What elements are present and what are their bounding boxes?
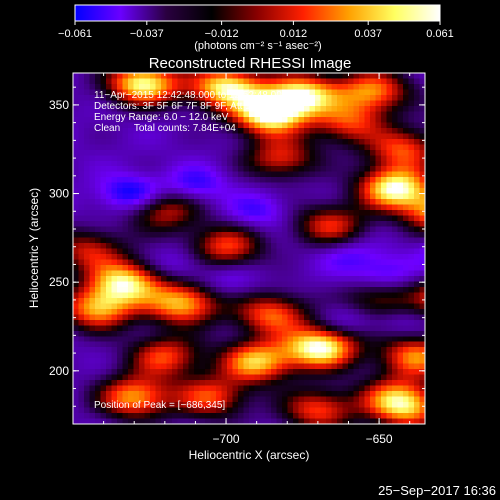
colorbar-tick-label: −0.037 [130, 28, 164, 40]
chart-title: Reconstructed RHESSI Image [149, 55, 352, 72]
annotation-time-range: 11−Apr−2015 12:42:48.000 to 12:52:48.000 [94, 90, 288, 101]
x-axis-label: Heliocentric X (arcsec) [189, 448, 310, 462]
colorbar-tick-label: −0.012 [205, 28, 239, 40]
y-axis-label: Heliocentric Y (arcsec) [27, 188, 41, 308]
x-tick-label: −700 [213, 432, 240, 446]
plot-frame [72, 72, 426, 425]
y-tick-label: 350 [49, 98, 69, 112]
colorbar-ticks: −0.061 −0.037 −0.012 0.012 0.037 0.061 [58, 21, 454, 40]
y-tick-label: 250 [49, 275, 69, 289]
colorbar-tick-label: −0.061 [58, 28, 92, 40]
colorbar-tick-label: 0.037 [354, 28, 382, 40]
annotation-clean-counts: Clean Total counts: 7.84E+04 [94, 123, 236, 134]
colorbar-tick-label: 0.061 [426, 28, 454, 40]
heatmap-raster [73, 73, 425, 424]
date-stamp: 25−Sep−2017 16:36 [378, 483, 496, 498]
annotation-peak-position: Position of Peak = [−686,345] [94, 400, 225, 411]
x-axis-ticks: −700−650−600 [103, 73, 411, 446]
annotation-detectors: Detectors: 3F 5F 6F 7F 8F 9F, Att 1 [94, 101, 251, 112]
colorbar-tick-label: 0.012 [280, 28, 308, 40]
heatmap-image [73, 73, 425, 424]
y-tick-label: 200 [49, 364, 69, 378]
colorbar: −0.061 −0.037 −0.012 0.012 0.037 0.061 (photo… [58, 4, 454, 52]
colorbar-gradient [74, 4, 441, 22]
y-tick-label: 300 [49, 187, 69, 201]
y-axis-ticks: 200 250 300 350 [49, 86, 425, 407]
x-tick-label: −650 [366, 432, 393, 446]
colorbar-unit-label: (photons cm⁻² s⁻¹ asec⁻²) [194, 40, 321, 52]
annotation-energy-range: Energy Range: 6.0 − 12.0 keV [94, 112, 229, 123]
